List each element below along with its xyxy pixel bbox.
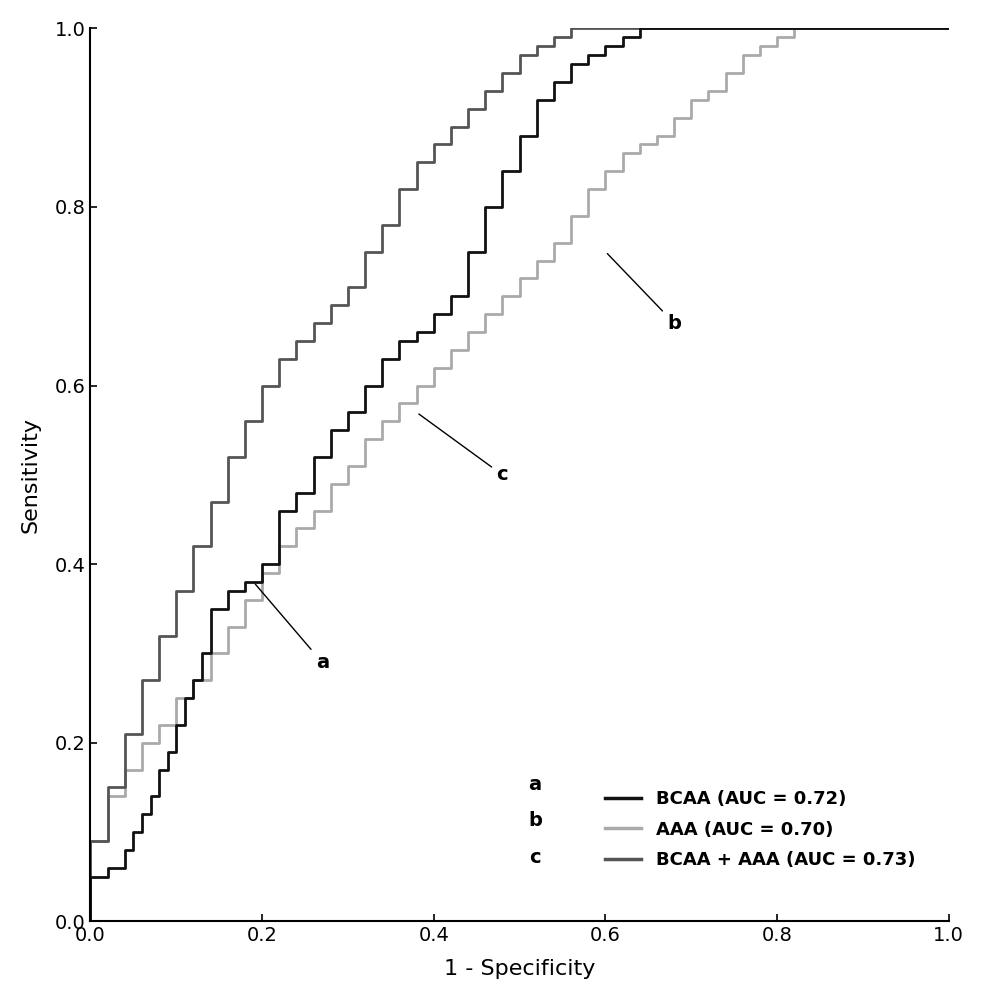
X-axis label: 1 - Specificity: 1 - Specificity [444, 959, 595, 979]
Text: c: c [419, 414, 508, 484]
Text: b: b [608, 254, 681, 333]
Text: a: a [255, 584, 329, 672]
Text: c: c [529, 848, 541, 867]
Legend: BCAA (AUC = 0.72), AAA (AUC = 0.70), BCAA + AAA (AUC = 0.73): BCAA (AUC = 0.72), AAA (AUC = 0.70), BCA… [598, 783, 923, 877]
Y-axis label: Sensitivity: Sensitivity [21, 417, 40, 533]
Text: b: b [528, 811, 542, 830]
Text: a: a [529, 775, 542, 794]
